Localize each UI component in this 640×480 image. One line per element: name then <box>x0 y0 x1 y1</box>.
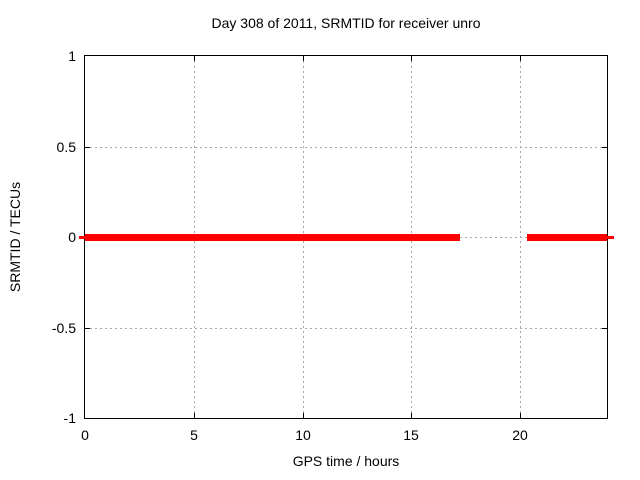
y-gridline <box>85 147 607 148</box>
x-tick-label: 5 <box>190 427 198 443</box>
x-tick-mark-bottom <box>411 413 412 418</box>
y-tick-mark-right <box>602 328 607 329</box>
data-line-endcap-left <box>79 236 85 239</box>
data-line-endcap-right <box>607 236 614 239</box>
y-tick-label: 0.5 <box>56 139 76 155</box>
y-gridline <box>85 328 607 329</box>
x-tick-mark-top <box>520 56 521 61</box>
x-tick-label: 10 <box>295 427 311 443</box>
x-axis-label: GPS time / hours <box>292 453 400 469</box>
data-line-segment <box>85 234 460 241</box>
chart-title: Day 308 of 2011, SRMTID for receiver unr… <box>211 15 481 31</box>
y-tick-label: -1 <box>63 410 76 426</box>
x-tick-mark-top <box>411 56 412 61</box>
x-tick-mark-bottom <box>303 413 304 418</box>
x-tick-mark-top <box>303 56 304 61</box>
data-line-segment <box>527 234 607 241</box>
x-tick-label: 0 <box>81 427 89 443</box>
x-tick-mark-bottom <box>520 413 521 418</box>
x-tick-mark-bottom <box>194 413 195 418</box>
y-tick-mark-left <box>85 328 90 329</box>
y-tick-mark-right <box>602 147 607 148</box>
y-tick-label: 0 <box>68 229 76 245</box>
x-tick-label: 15 <box>403 427 419 443</box>
x-tick-mark-top <box>194 56 195 61</box>
y-tick-label: -0.5 <box>51 320 76 336</box>
y-tick-mark-left <box>85 147 90 148</box>
y-tick-label: 1 <box>68 48 76 64</box>
x-tick-label: 20 <box>512 427 528 443</box>
plot-area <box>79 55 614 419</box>
